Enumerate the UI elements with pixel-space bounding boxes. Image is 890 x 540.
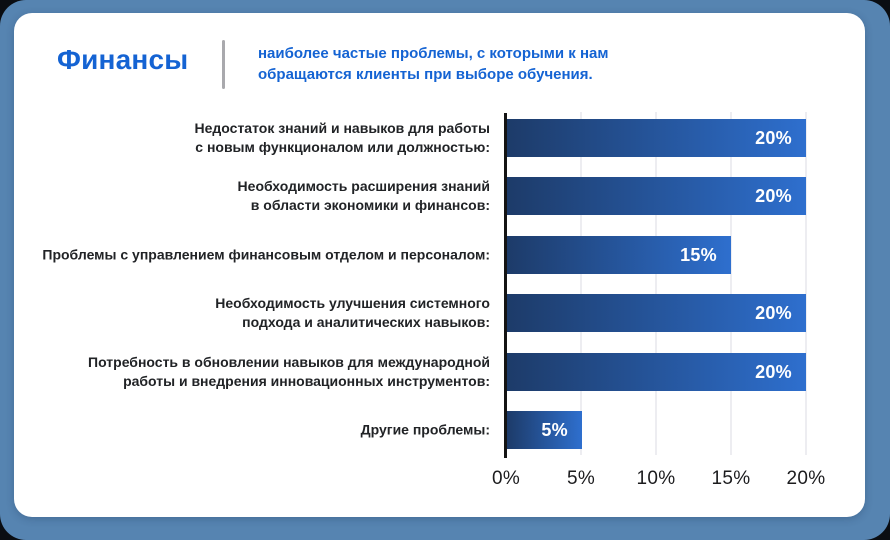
bar-value-label: 5% <box>541 419 568 440</box>
bar-value-label: 20% <box>755 127 792 148</box>
bar-row: Недостаток знаний и навыков для работы с… <box>14 119 865 157</box>
bar-value-label: 20% <box>755 302 792 323</box>
bar: 20% <box>507 294 806 332</box>
bar: 20% <box>507 177 806 215</box>
gridline-20pct <box>805 112 807 455</box>
x-axis-tick: 20% <box>786 468 826 489</box>
category-label: Проблемы с управлением финансовым отдело… <box>42 246 490 263</box>
x-axis-tick: 10% <box>636 468 676 489</box>
category-label: Необходимость расширения знаний в област… <box>237 178 490 213</box>
gridline-5pct <box>580 112 582 455</box>
bar-row: Необходимость улучшения системного подхо… <box>14 294 865 332</box>
x-axis-tick: 5% <box>566 468 596 489</box>
y-axis-line <box>504 113 507 458</box>
bar: 20% <box>507 353 806 391</box>
category-label: Необходимость улучшения системного подхо… <box>215 295 490 330</box>
gridline-15pct <box>730 112 732 455</box>
category-label: Потребность в обновлении навыков для меж… <box>88 354 490 389</box>
bar: 5% <box>507 411 582 449</box>
category-label: Другие проблемы: <box>360 421 490 438</box>
bar: 15% <box>507 236 731 274</box>
header-divider <box>222 40 225 89</box>
bar-row: Проблемы с управлением финансовым отдело… <box>14 236 865 274</box>
bar-value-label: 20% <box>755 185 792 206</box>
header-subtitle: наиболее частые проблемы, с которыми к н… <box>258 45 609 83</box>
bar-value-label: 15% <box>680 244 717 265</box>
page-title: Финансы <box>57 44 189 75</box>
bar-row: Потребность в обновлении навыков для меж… <box>14 353 865 391</box>
bar: 20% <box>507 119 806 157</box>
gridline-10pct <box>655 112 657 455</box>
chart-card: Финансы наиболее частые проблемы, с кото… <box>14 13 865 517</box>
bar-row: Необходимость расширения знаний в област… <box>14 177 865 215</box>
x-axis-tick: 15% <box>711 468 751 489</box>
bar-chart: Недостаток знаний и навыков для работы с… <box>14 13 865 517</box>
bar-value-label: 20% <box>755 361 792 382</box>
x-axis-tick: 0% <box>491 468 521 489</box>
bar-row: Другие проблемы: 5% <box>14 411 865 449</box>
category-label: Недостаток знаний и навыков для работы с… <box>194 120 490 155</box>
